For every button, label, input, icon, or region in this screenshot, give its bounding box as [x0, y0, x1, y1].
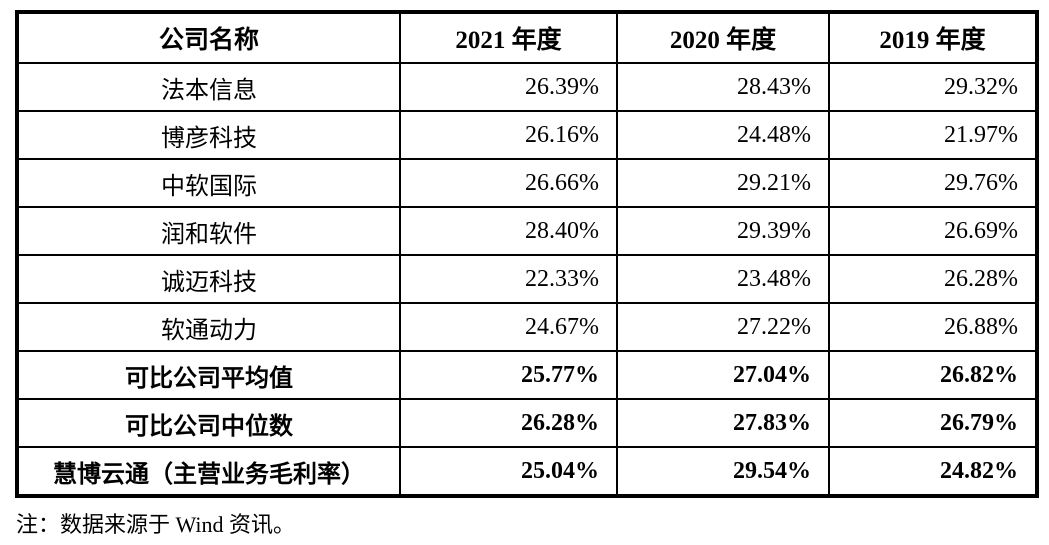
- source-note: 注：数据来源于 Wind 资讯。: [16, 512, 295, 537]
- table-row: 诚迈科技 22.33% 23.48% 26.28%: [16, 254, 1038, 304]
- company-name-cell: 诚迈科技: [16, 254, 401, 304]
- value-cell-2019: 29.32%: [828, 62, 1038, 112]
- company-name-cell: 法本信息: [16, 62, 401, 112]
- gross-margin-comparison-table: 公司名称 2021 年度 2020 年度 2019 年度 法本信息 26.39%…: [15, 10, 1039, 498]
- value-cell-2020: 29.39%: [616, 206, 830, 256]
- value-cell-2019: 29.76%: [828, 158, 1038, 208]
- summary-row-median: 可比公司中位数 26.28% 27.83% 26.79%: [16, 398, 1038, 448]
- company-name-cell: 润和软件: [16, 206, 401, 256]
- table-row: 法本信息 26.39% 28.43% 29.32%: [16, 62, 1038, 112]
- value-cell-2020: 27.04%: [616, 350, 830, 400]
- summary-label-cell: 可比公司中位数: [16, 398, 401, 448]
- value-cell-2019: 26.88%: [828, 302, 1038, 352]
- value-cell-2019: 21.97%: [828, 110, 1038, 160]
- table-row: 中软国际 26.66% 29.21% 29.76%: [16, 158, 1038, 208]
- issuer-label-cell: 慧博云通（主营业务毛利率）: [16, 446, 401, 497]
- column-header-year-2021: 2021 年度: [399, 11, 618, 64]
- value-cell-2021: 26.39%: [399, 62, 618, 112]
- company-name-cell: 博彦科技: [16, 110, 401, 160]
- value-cell-2020: 29.54%: [616, 446, 830, 497]
- company-name-cell: 软通动力: [16, 302, 401, 352]
- table-row: 润和软件 28.40% 29.39% 26.69%: [16, 206, 1038, 256]
- value-cell-2021: 24.67%: [399, 302, 618, 352]
- value-cell-2019: 24.82%: [828, 446, 1038, 497]
- value-cell-2021: 26.66%: [399, 158, 618, 208]
- column-header-company-name: 公司名称: [16, 11, 401, 64]
- summary-label-cell: 可比公司平均值: [16, 350, 401, 400]
- column-header-year-2019: 2019 年度: [828, 11, 1038, 64]
- summary-row-issuer: 慧博云通（主营业务毛利率） 25.04% 29.54% 24.82%: [16, 446, 1038, 497]
- value-cell-2020: 24.48%: [616, 110, 830, 160]
- value-cell-2020: 23.48%: [616, 254, 830, 304]
- value-cell-2019: 26.79%: [828, 398, 1038, 448]
- value-cell-2020: 27.83%: [616, 398, 830, 448]
- column-header-year-2020: 2020 年度: [616, 11, 830, 64]
- value-cell-2021: 26.28%: [399, 398, 618, 448]
- table-row: 软通动力 24.67% 27.22% 26.88%: [16, 302, 1038, 352]
- value-cell-2019: 26.69%: [828, 206, 1038, 256]
- value-cell-2020: 27.22%: [616, 302, 830, 352]
- value-cell-2021: 28.40%: [399, 206, 618, 256]
- value-cell-2021: 22.33%: [399, 254, 618, 304]
- value-cell-2019: 26.82%: [828, 350, 1038, 400]
- summary-row-average: 可比公司平均值 25.77% 27.04% 26.82%: [16, 350, 1038, 400]
- table-row: 博彦科技 26.16% 24.48% 21.97%: [16, 110, 1038, 160]
- header-row: 公司名称 2021 年度 2020 年度 2019 年度: [16, 11, 1038, 64]
- value-cell-2021: 25.77%: [399, 350, 618, 400]
- value-cell-2019: 26.28%: [828, 254, 1038, 304]
- value-cell-2020: 29.21%: [616, 158, 830, 208]
- company-name-cell: 中软国际: [16, 158, 401, 208]
- value-cell-2021: 26.16%: [399, 110, 618, 160]
- value-cell-2020: 28.43%: [616, 62, 830, 112]
- value-cell-2021: 25.04%: [399, 446, 618, 497]
